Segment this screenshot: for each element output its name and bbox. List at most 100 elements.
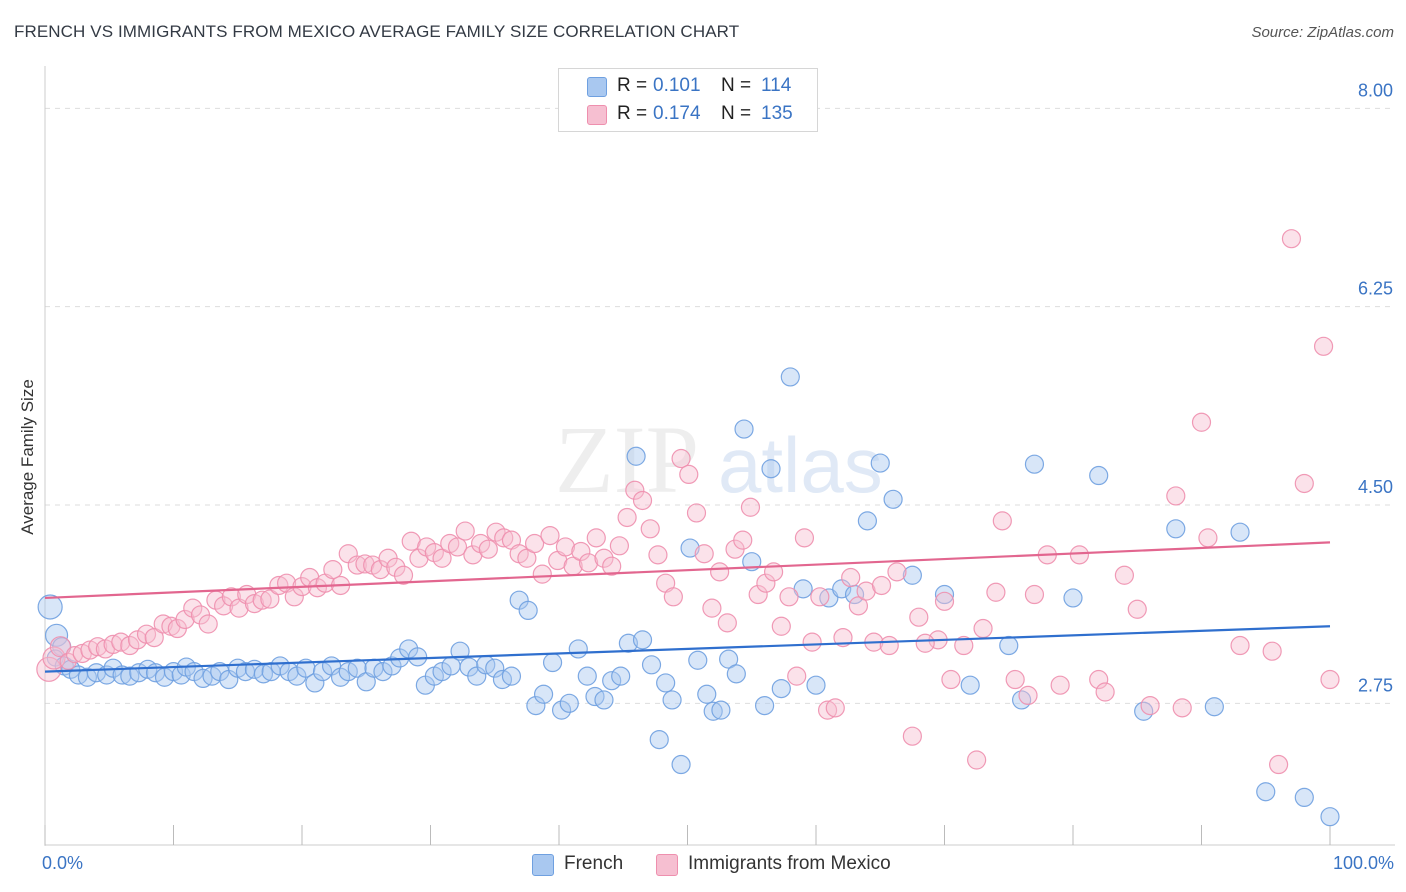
mexico-point [617,507,637,528]
mexico-point [817,700,838,720]
french-trend-line [44,625,1331,673]
mexico-point [1127,599,1147,619]
stats-row-french: R = 0.101 N = 114 [559,73,817,101]
mexico-point [902,726,922,746]
mexico-point [833,627,853,648]
mexico-point [748,584,768,605]
mexico-point [221,587,241,607]
french-point [501,666,522,686]
mexico-point [1230,635,1250,656]
french-point [883,489,903,509]
french-point [77,667,98,687]
mexico-point [586,528,606,548]
french-point [771,678,791,699]
french-point [960,675,980,695]
mexico-point [1024,584,1045,605]
mexico-point [671,448,691,469]
french-point [649,729,669,750]
mexico-point [1069,545,1090,565]
mexico-point [1320,669,1340,690]
mexico-points [36,229,1340,775]
french-point [37,594,63,620]
french-point [719,649,739,669]
mexico-point [733,530,753,550]
n-value-french: 114 [761,75,792,96]
french-point [902,565,922,585]
french-point [632,630,653,650]
mexico-point [848,596,869,616]
mexico-point [632,490,653,511]
mexico-point [887,562,907,582]
mexico-point [986,582,1006,602]
mexico-trend-line [44,541,1331,600]
french-point [754,695,775,716]
mexico-point [532,564,552,584]
mexico-point [1262,641,1282,661]
mexico-point [825,698,845,718]
french-point [1204,697,1224,717]
y-axis-title: Average Family Size [18,379,37,535]
french-point [44,623,69,647]
mexico-point [717,613,737,633]
french-point [680,538,700,558]
legend-label-mexico: Immigrants from Mexico [688,853,891,874]
french-point [305,673,325,693]
french-point [671,754,691,775]
mexico-point [88,637,108,657]
mexico-point [594,548,614,568]
french-point [1063,588,1083,608]
mexico-point [779,587,799,607]
mexico-point [694,544,714,564]
french-point [1256,782,1276,802]
mexico-point [42,646,66,670]
mexico-point [260,589,280,609]
french-point [1166,519,1186,539]
french-point [641,655,662,675]
mexico-point [517,548,537,568]
french-swatch [532,854,554,876]
mexico-point [347,555,367,575]
mexico-point [1172,698,1192,718]
mexico-point [871,575,892,596]
mexico-point [323,559,343,580]
mexico-point [1050,675,1070,695]
french-points [37,367,1340,827]
french-point [568,639,588,659]
mexico-point [36,656,62,682]
mexico-swatch [656,854,678,876]
mexico-point [802,632,822,652]
watermark-atlas: atlas [718,421,883,509]
french-point [697,684,717,704]
french-point [780,367,800,387]
mexico-point [1089,669,1109,690]
french-point [711,700,731,720]
mexico-point [992,511,1012,531]
french-point [857,511,878,531]
french-point [347,658,367,678]
mexico-point [393,565,414,585]
r-label: R = [617,75,648,96]
grid-lines [45,107,1395,704]
mexico-point [555,537,576,557]
mexico-point [1005,669,1025,690]
mexico-point [1198,528,1218,548]
mexico-point [269,575,289,596]
french-point [533,684,554,704]
stats-legend: R = 0.101 N = 114 R = 0.174 N = 135 [558,68,818,132]
french-point [761,459,781,479]
y-tick-label: 6.25 [1358,279,1393,299]
mexico-point [49,636,72,658]
mexico-point [144,627,164,648]
mexico-point [841,567,861,588]
mexico-point [967,750,987,770]
mexico-point [103,634,123,655]
r-value-mexico: 0.174 [653,103,701,124]
french-point [1320,807,1340,827]
mexico-point [494,528,514,548]
french-point [559,693,579,713]
mexico-point [1018,685,1038,706]
french-point [1024,454,1045,474]
french-point [551,700,572,720]
french-point [382,656,402,676]
mexico-point [710,562,730,582]
